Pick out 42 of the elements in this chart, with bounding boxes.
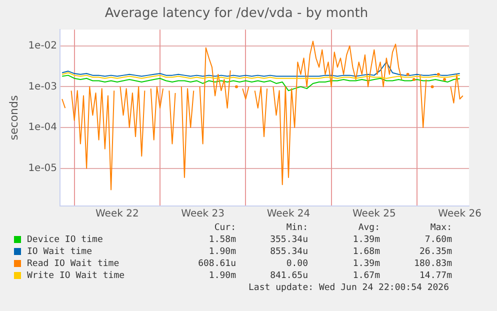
x-tick-label: Week 22 xyxy=(96,208,139,220)
text: 1.68m xyxy=(352,246,380,258)
y-tick-label: 1e-02 xyxy=(28,40,58,52)
point xyxy=(412,78,416,82)
y-tick-label: 1e-05 xyxy=(28,162,58,174)
text: Max: xyxy=(429,222,452,234)
point xyxy=(443,78,446,82)
text: Last update: Wed Jun 24 22:00:54 2026 xyxy=(248,282,450,294)
x-tick-label: Week 25 xyxy=(352,208,396,220)
text: 1.90m xyxy=(208,246,236,258)
text: 180.83m xyxy=(413,258,452,270)
x-tick-label: Week 23 xyxy=(181,208,224,220)
text: Avg: xyxy=(357,222,380,234)
chart-title: Average latency for /dev/vda - by month xyxy=(104,6,368,22)
point xyxy=(430,85,434,88)
y-tick-label: 1e-03 xyxy=(28,81,58,92)
text: 1.90m xyxy=(208,270,236,282)
text: 855.34u xyxy=(269,246,308,258)
legend-label: IO Wait time xyxy=(26,246,94,258)
text: 608.61u xyxy=(197,258,236,270)
text: 14.77m xyxy=(418,270,452,282)
legend-label: Device IO time xyxy=(26,234,104,246)
point xyxy=(436,72,440,76)
text: Cur: xyxy=(213,222,236,234)
text: 1.67m xyxy=(352,270,380,282)
legend-label: Read IO Wait time xyxy=(26,258,120,270)
text: Min: xyxy=(285,222,308,234)
y-axis-title: seconds xyxy=(7,95,20,140)
text: 7.60m xyxy=(424,234,452,246)
text: 0.00 xyxy=(285,258,308,270)
text: 1.58m xyxy=(208,234,236,246)
legend-label: Write IO Wait time xyxy=(26,270,126,282)
point xyxy=(406,72,410,76)
text: 1.39m xyxy=(352,258,380,270)
x-tick-label: Week 24 xyxy=(266,208,310,220)
point xyxy=(234,85,238,88)
text: 355.34u xyxy=(269,234,308,246)
text: 1.39m xyxy=(352,234,380,246)
text: 26.35m xyxy=(418,246,452,258)
y-tick-label: 1e-04 xyxy=(28,122,58,134)
text: 841.65u xyxy=(269,270,308,282)
x-tick-label: Week 26 xyxy=(438,208,482,220)
